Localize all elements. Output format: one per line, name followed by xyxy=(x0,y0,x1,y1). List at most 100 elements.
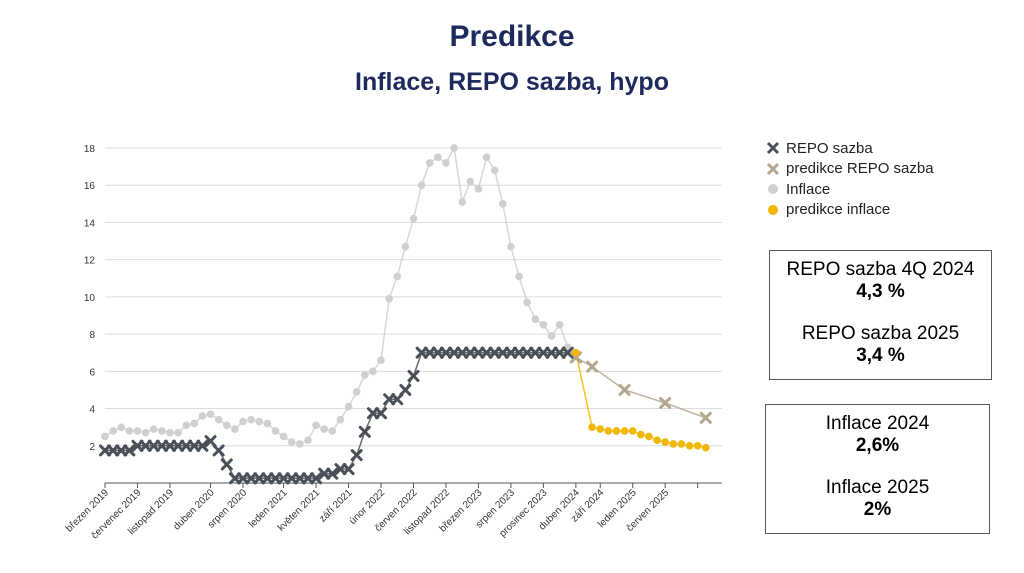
data-point-dot xyxy=(588,423,596,431)
data-point-dot xyxy=(344,402,353,411)
data-point-dot xyxy=(287,438,296,446)
data-point-x xyxy=(561,346,574,359)
data-point-dot xyxy=(685,441,694,450)
data-point-dot xyxy=(450,144,458,152)
data-point-dot xyxy=(677,440,686,448)
data-point-dot xyxy=(149,425,158,433)
y-tick-label: 4 xyxy=(89,405,95,416)
data-point-x xyxy=(196,439,209,452)
data-point-dot xyxy=(174,428,182,437)
data-point-dot xyxy=(279,432,288,441)
y-tick-label: 14 xyxy=(84,218,96,229)
data-point-x xyxy=(407,369,420,382)
data-point-dot xyxy=(296,440,304,448)
inflation-2025-label: Inflace 2025 xyxy=(825,477,930,498)
data-point-dot xyxy=(523,298,531,307)
data-point-dot xyxy=(304,436,312,444)
series-line-predikce-inflace xyxy=(575,352,706,449)
inflation-2024-label: Inflace 2024 xyxy=(825,413,930,434)
data-point-dot xyxy=(101,432,109,441)
repo-2024-value: 4,3 % xyxy=(856,281,905,302)
inflation-forecast-box: Inflace 2024 2,6% Inflace 2025 2% xyxy=(765,404,990,534)
data-point-x xyxy=(618,383,631,396)
data-point-dot xyxy=(182,421,190,430)
data-point-dot xyxy=(547,332,556,340)
data-point-dot xyxy=(425,159,434,167)
data-point-dot xyxy=(637,430,645,439)
data-point-dot xyxy=(377,356,385,364)
repo-2024-label: REPO sazba 4Q 2024 xyxy=(786,259,975,280)
y-tick-label: 12 xyxy=(84,256,96,267)
y-tick-label: 2 xyxy=(89,442,95,453)
data-point-dot xyxy=(166,428,174,437)
y-tick-label: 10 xyxy=(84,293,96,304)
legend-label: REPO sazba xyxy=(786,139,873,157)
data-point-x xyxy=(699,411,712,424)
data-point-dot xyxy=(352,388,361,396)
data-point-x xyxy=(659,396,672,409)
data-point-dot xyxy=(645,432,653,441)
y-tick-label: 16 xyxy=(84,181,96,192)
page-title: Predikce xyxy=(449,20,575,53)
data-point-dot xyxy=(109,427,117,435)
repo-2025-label: REPO sazba 2025 xyxy=(801,323,960,344)
data-point-dot xyxy=(701,443,710,452)
data-point-dot xyxy=(612,427,621,435)
data-point-dot xyxy=(239,417,247,426)
data-point-dot xyxy=(515,272,523,281)
data-point-dot xyxy=(320,425,328,433)
data-point-dot xyxy=(466,177,475,186)
repo-2025-value: 3,4 % xyxy=(856,345,905,366)
data-point-dot xyxy=(393,272,402,281)
data-point-dot xyxy=(539,321,548,329)
data-point-dot xyxy=(271,427,280,435)
legend-label: predikce inflace xyxy=(786,201,891,219)
data-point-dot xyxy=(385,294,393,303)
data-point-x xyxy=(212,444,225,457)
data-point-dot xyxy=(490,166,499,175)
data-point-dot xyxy=(507,242,515,251)
data-point-dot xyxy=(214,415,223,424)
data-point-x xyxy=(358,425,371,438)
data-point-dot xyxy=(499,200,507,208)
data-point-dot xyxy=(328,427,337,435)
data-point-x xyxy=(391,393,404,406)
data-point-dot xyxy=(401,242,410,251)
data-point-dot xyxy=(572,348,580,357)
data-point-dot xyxy=(360,371,369,379)
data-point-dot xyxy=(255,417,264,426)
data-point-dot xyxy=(231,425,239,433)
legend-item-inflation-forecast: predikce inflace xyxy=(762,200,934,221)
data-point-dot xyxy=(474,185,483,193)
y-tick-label: 6 xyxy=(89,367,95,378)
data-point-dot xyxy=(158,427,166,435)
data-point-x xyxy=(220,458,233,471)
data-point-dot xyxy=(596,425,605,433)
data-point-dot xyxy=(312,421,320,430)
data-point-x xyxy=(350,449,363,462)
data-point-dot xyxy=(693,441,702,450)
data-point-dot xyxy=(206,410,215,418)
data-point-dot xyxy=(263,419,272,428)
data-point-dot xyxy=(409,214,418,223)
data-point-dot xyxy=(117,423,126,431)
data-point-dot xyxy=(141,428,150,437)
chart-legend: REPO sazba predikce REPO sazba Inflace p… xyxy=(762,138,934,220)
x-marker-icon xyxy=(762,162,784,176)
data-point-x xyxy=(375,407,388,420)
repo-forecast-box: REPO sazba 4Q 2024 4,3 % REPO sazba 2025… xyxy=(769,250,992,380)
data-point-dot xyxy=(336,415,345,424)
data-point-dot xyxy=(247,415,255,424)
data-point-dot xyxy=(482,153,491,162)
data-point-x xyxy=(204,435,217,448)
data-point-dot xyxy=(458,198,467,206)
data-point-dot xyxy=(628,427,637,435)
data-point-dot xyxy=(125,427,134,435)
legend-item-repo-forecast: predikce REPO sazba xyxy=(762,159,934,180)
x-marker-icon xyxy=(762,141,784,155)
data-point-dot xyxy=(555,321,564,329)
data-point-dot xyxy=(442,159,450,167)
data-point-x xyxy=(123,444,136,457)
legend-label: predikce REPO sazba xyxy=(786,160,934,178)
